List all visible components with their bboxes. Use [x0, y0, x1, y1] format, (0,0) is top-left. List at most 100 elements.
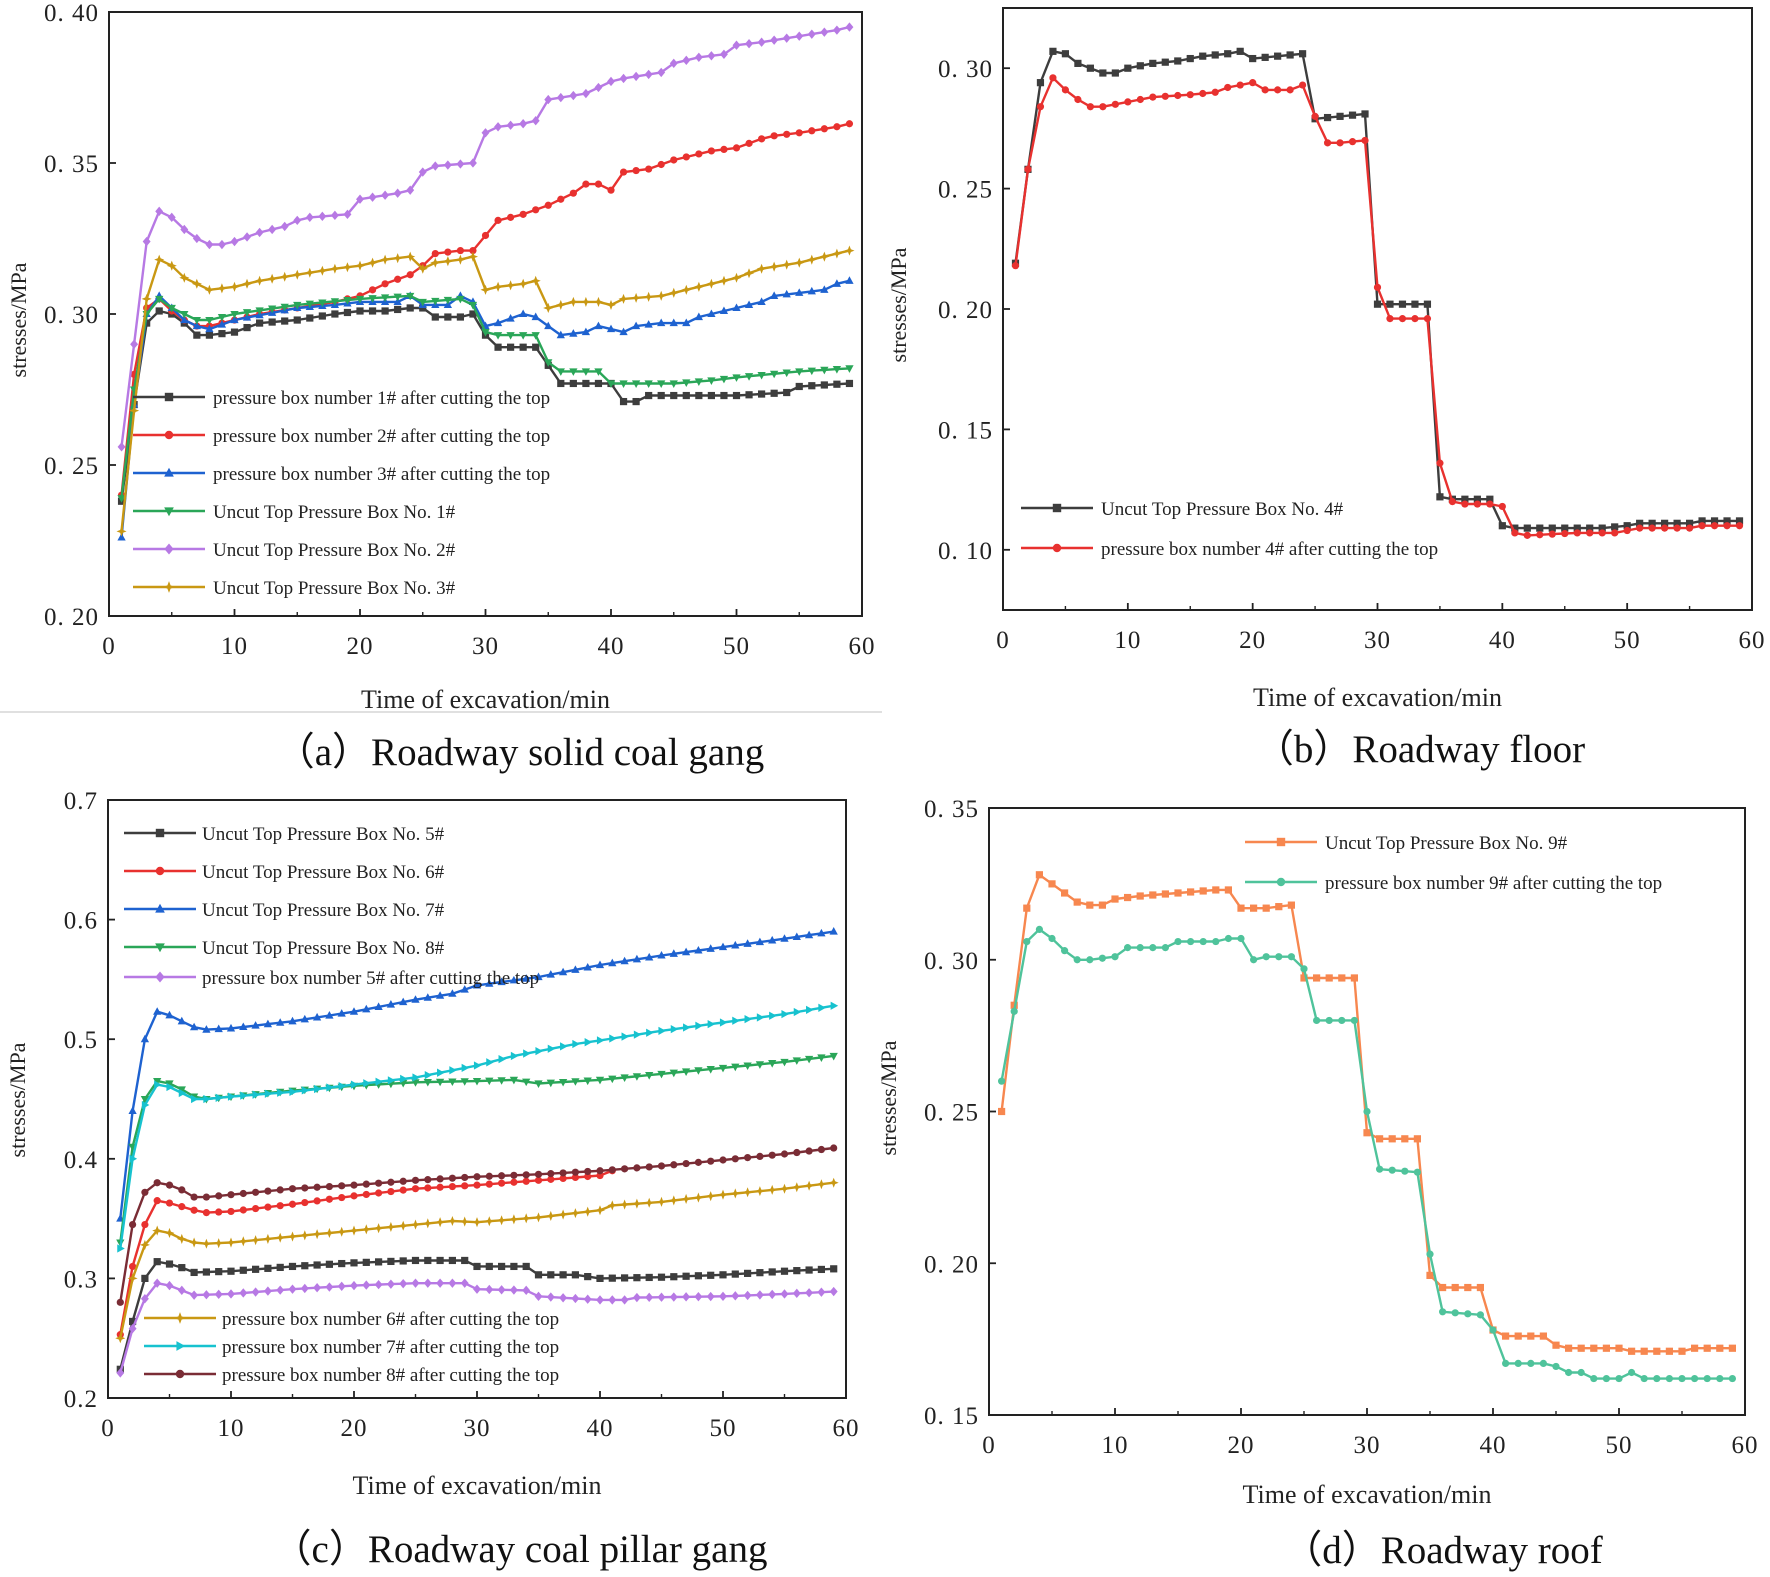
data-point: [1073, 956, 1081, 964]
data-point: [387, 1257, 395, 1266]
data-point: [1665, 1374, 1673, 1383]
data-point: [1124, 944, 1132, 952]
legend-marker: [176, 1341, 186, 1351]
data-point: [394, 305, 402, 314]
data-point: [544, 201, 552, 209]
data-point: [448, 1078, 457, 1087]
data-point: [485, 979, 494, 987]
data-point: [1648, 524, 1656, 532]
data-point: [350, 1192, 358, 1200]
data-point: [1486, 495, 1494, 503]
data-point: [832, 366, 842, 374]
x-tick-label: 60: [849, 633, 876, 660]
data-point: [318, 299, 327, 308]
data-point: [497, 977, 506, 986]
data-point: [368, 286, 377, 294]
data-point: [1211, 88, 1219, 96]
data-point: [707, 1157, 715, 1165]
data-point: [469, 310, 477, 318]
data-point: [493, 332, 503, 340]
x-axis-label: Time of excavation/min: [361, 685, 610, 714]
data-point: [596, 1295, 604, 1305]
data-point: [239, 1266, 247, 1274]
data-point: [268, 318, 276, 326]
data-point: [547, 1271, 555, 1279]
data-point: [681, 1193, 692, 1204]
data-point: [657, 380, 666, 388]
data-point: [1287, 953, 1295, 961]
data-point: [1149, 93, 1157, 101]
data-point: [1548, 530, 1556, 538]
series-markers-5: [116, 1278, 838, 1378]
data-point: [166, 260, 177, 271]
data-point: [1539, 1332, 1547, 1340]
data-point: [481, 231, 490, 240]
data-point: [731, 1291, 740, 1301]
data-point: [343, 308, 352, 317]
data-point: [656, 1196, 667, 1207]
data-point: [1311, 112, 1319, 120]
data-point: [373, 1223, 384, 1234]
data-point: [632, 1073, 642, 1081]
data-point: [1586, 524, 1594, 532]
data-point: [411, 1176, 420, 1184]
data-point: [165, 1181, 174, 1189]
data-point: [682, 55, 691, 65]
data-point: [817, 1054, 826, 1062]
data-point: [1565, 1344, 1573, 1352]
data-point: [142, 236, 151, 247]
data-point: [431, 297, 440, 306]
data-point: [443, 160, 452, 170]
data-point: [343, 209, 352, 220]
x-tick-label: 0: [996, 627, 1010, 654]
data-point: [216, 283, 227, 294]
series-markers-1: [116, 1256, 838, 1373]
data-point: [318, 312, 326, 320]
x-tick-label: 20: [1239, 627, 1266, 654]
data-point: [485, 1077, 494, 1086]
data-point: [447, 1216, 458, 1226]
data-point: [1236, 47, 1244, 55]
data-point: [531, 332, 540, 340]
x-tick-label: 60: [833, 1415, 860, 1442]
data-point: [129, 1262, 137, 1271]
data-point: [1098, 901, 1106, 909]
data-point: [817, 928, 826, 937]
data-point: [732, 303, 741, 312]
data-point: [719, 306, 729, 315]
data-point: [583, 1294, 592, 1304]
data-point: [780, 934, 789, 942]
data-point: [1136, 892, 1144, 900]
data-point: [494, 343, 502, 351]
data-point: [375, 1077, 384, 1086]
data-point: [192, 321, 201, 330]
y-tick-label: 0. 20: [938, 297, 993, 324]
data-point: [1388, 1166, 1396, 1174]
data-point: [595, 1205, 605, 1216]
data-point: [276, 1263, 284, 1271]
data-point: [657, 1070, 666, 1079]
data-point: [368, 192, 377, 202]
data-point: [1036, 79, 1045, 87]
data-point: [795, 129, 803, 137]
data-point: [1199, 52, 1207, 60]
data-point: [792, 1057, 801, 1065]
data-point: [1451, 1283, 1459, 1292]
data-point: [557, 195, 565, 203]
data-point: [510, 1171, 518, 1179]
data-point: [1728, 1344, 1736, 1352]
data-point: [669, 949, 678, 957]
data-point: [1623, 522, 1631, 530]
data-point: [998, 1077, 1006, 1085]
data-point: [486, 1058, 494, 1067]
data-point: [1161, 92, 1169, 100]
data-point: [805, 1147, 813, 1155]
data-point: [757, 37, 766, 47]
data-point: [304, 267, 315, 278]
data-point: [509, 1076, 519, 1085]
x-tick-label: 40: [1480, 1432, 1507, 1459]
data-point: [534, 1170, 543, 1178]
data-point: [215, 1093, 224, 1102]
data-point: [620, 1074, 629, 1082]
data-point: [1325, 1016, 1333, 1025]
